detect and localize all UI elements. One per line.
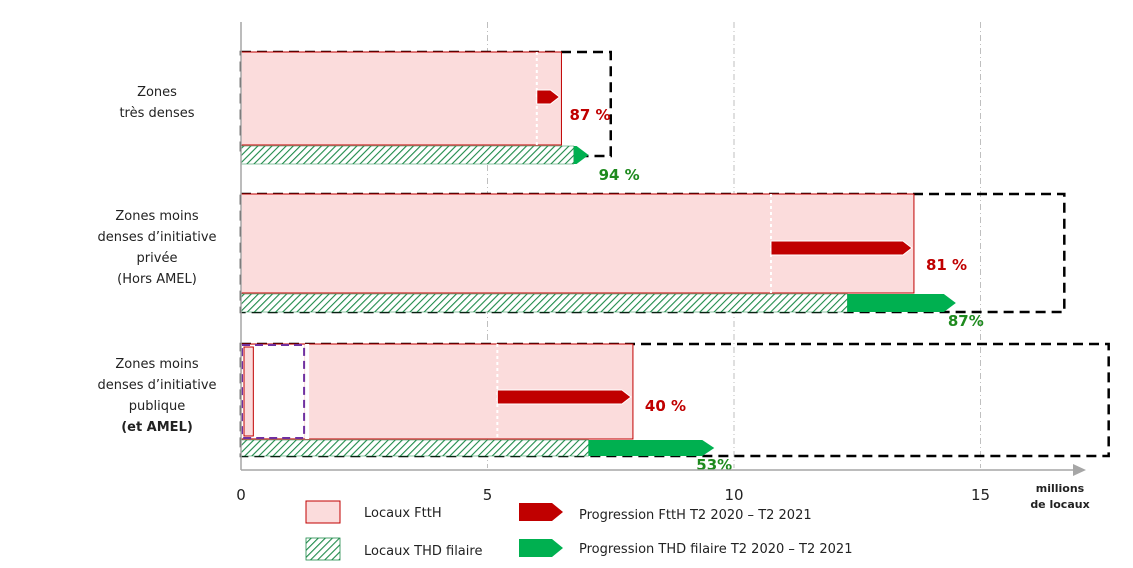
bars: 87 % 94 % 81 % 87% 40 % 53% [239, 50, 1110, 474]
amel-ftth-bar [243, 346, 254, 437]
category-group-2: 81 % 87% [239, 192, 1066, 330]
amel-gap [305, 344, 310, 439]
legend-label-thd-progression: Progression THD filaire T2 2020 – T2 202… [579, 542, 852, 557]
category-label-line: très denses [119, 106, 194, 121]
ftth-pct-label: 81 % [926, 256, 967, 274]
thd-pct-label: 94 % [599, 166, 640, 184]
ftth-progression-arrow [770, 240, 913, 256]
x-tick-label: 10 [724, 486, 743, 504]
category-label-line: Zones moins [115, 209, 198, 224]
x-tick-label: 0 [236, 486, 246, 504]
ftth-progression-arrow [536, 89, 561, 105]
thd-bar [240, 145, 575, 165]
category-label-amel: (et AMEL) [121, 420, 193, 435]
legend-label-ftth-progression: Progression FttH T2 2020 – T2 2021 [579, 508, 812, 523]
legend-arrow-thd [519, 539, 563, 557]
category-label-line: publique [129, 399, 185, 414]
category-label-line: Zones moins [115, 357, 198, 372]
thd-pct-label: 53% [696, 456, 732, 474]
x-axis: 0 5 10 15 millions de locaux [236, 22, 1090, 511]
legend-swatch-thd [305, 537, 341, 561]
ftth-bar [240, 51, 562, 146]
thd-progression-arrow [573, 146, 589, 164]
x-unit-label: millions [1036, 482, 1085, 495]
category-label-line: Zones [137, 85, 177, 100]
thd-progression-arrow [588, 440, 715, 456]
category-group-3: 40 % 53% [239, 342, 1110, 474]
category-label-line: (Hors AMEL) [117, 272, 197, 287]
category-labels: Zones très denses Zones moins denses d’init… [97, 85, 216, 435]
x-tick-label: 15 [971, 486, 990, 504]
ftth-pct-label: 87 % [569, 106, 610, 124]
thd-bar [240, 439, 589, 457]
x-unit-label: de locaux [1030, 498, 1089, 511]
thd-pct-label: 87% [948, 312, 984, 330]
legend-label-ftth: Locaux FttH [364, 506, 442, 521]
category-label-line: denses d’initiative [97, 378, 216, 393]
thd-bar [240, 293, 848, 313]
category-group-1: 87 % 94 % [239, 50, 640, 184]
ftth-pct-label: 40 % [645, 397, 686, 415]
x-tick-label: 5 [483, 486, 493, 504]
category-label-line: denses d’initiative [97, 230, 216, 245]
legend-swatch-ftth [305, 500, 341, 524]
x-axis-arrowhead [1073, 464, 1086, 476]
legend-label-thd: Locaux THD filaire [364, 544, 482, 559]
legend-arrow-ftth [519, 503, 563, 521]
thd-progression-arrow [847, 294, 956, 312]
legend: Locaux FttH Locaux THD filaire Progression… [305, 500, 852, 561]
ftth-progression-arrow [496, 389, 632, 405]
category-label-line: privée [137, 251, 178, 266]
